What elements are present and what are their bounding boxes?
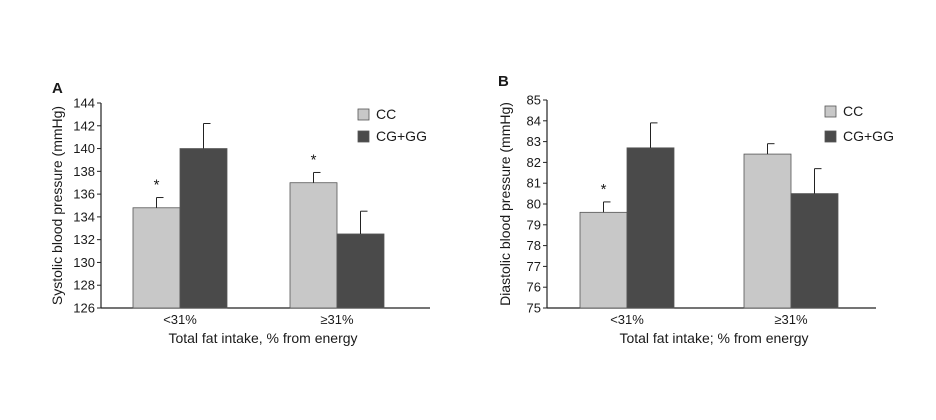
y-tick-label: 84 bbox=[527, 113, 541, 128]
y-tick-label: 138 bbox=[73, 164, 95, 179]
y-tick-label: 85 bbox=[527, 93, 541, 108]
legend-swatch-cg-gg bbox=[824, 130, 837, 143]
panel-b: B 75 76 77 78 79 80 81 82 83 84 85 Diastolic blood p… bbox=[497, 73, 894, 346]
y-tick-label: 128 bbox=[73, 278, 95, 293]
y-tick-label: 80 bbox=[527, 197, 541, 212]
y-tick-label: 126 bbox=[73, 301, 95, 316]
legend-label-cc: CC bbox=[376, 106, 396, 122]
panel-a: A 126 128 130 132 134 136 138 140 142 144 Systolic … bbox=[49, 80, 430, 346]
panel-letter: B bbox=[498, 73, 509, 90]
bar-cg-gg bbox=[336, 233, 385, 309]
bar-cc bbox=[579, 211, 628, 309]
significance-marker: * bbox=[311, 151, 317, 168]
bar-cg-gg bbox=[626, 147, 675, 309]
y-axis-title: Systolic blood pressure (mmHg) bbox=[49, 106, 65, 305]
y-tick-label: 83 bbox=[527, 134, 541, 149]
y-tick-label: 79 bbox=[527, 217, 541, 232]
y-tick-label: 75 bbox=[527, 301, 541, 316]
x-tick-label: <31% bbox=[163, 312, 197, 327]
y-tick-label: 78 bbox=[527, 238, 541, 253]
bar-cg-gg bbox=[179, 148, 228, 309]
y-tick-label: 140 bbox=[73, 141, 95, 156]
bar-cc bbox=[132, 207, 181, 309]
bar-cc bbox=[289, 182, 338, 309]
legend-swatch-cc bbox=[357, 108, 370, 121]
y-axis-title: Diastolic blood pressure (mmHg) bbox=[497, 102, 513, 306]
x-tick-label: ≥31% bbox=[320, 312, 354, 327]
x-axis-title: Total fat intake; % from energy bbox=[619, 330, 808, 346]
y-tick-label: 82 bbox=[527, 155, 541, 170]
y-tick-label: 76 bbox=[527, 280, 541, 295]
y-tick-label: 136 bbox=[73, 187, 95, 202]
y-tick-label: 144 bbox=[73, 96, 95, 111]
legend-swatch-cc bbox=[824, 105, 837, 118]
legend-label-cg-gg: CG+GG bbox=[376, 128, 427, 144]
panel-letter: A bbox=[52, 80, 63, 97]
bar-cc bbox=[743, 153, 792, 309]
x-tick-label: ≥31% bbox=[774, 312, 808, 327]
y-tick-label: 142 bbox=[73, 118, 95, 133]
y-tick-label: 132 bbox=[73, 232, 95, 247]
legend-label-cg-gg: CG+GG bbox=[843, 128, 894, 144]
y-tick-label: 134 bbox=[73, 209, 95, 224]
significance-marker: * bbox=[601, 181, 607, 198]
bar-cg-gg bbox=[790, 193, 839, 309]
significance-marker: * bbox=[154, 177, 160, 194]
x-axis-title: Total fat intake, % from energy bbox=[168, 330, 357, 346]
y-tick-label: 130 bbox=[73, 255, 95, 270]
x-tick-label: <31% bbox=[610, 312, 644, 327]
legend-label-cc: CC bbox=[843, 103, 863, 119]
legend-swatch-cg-gg bbox=[357, 130, 370, 143]
y-tick-label: 81 bbox=[527, 176, 541, 191]
y-tick-label: 77 bbox=[527, 259, 541, 274]
